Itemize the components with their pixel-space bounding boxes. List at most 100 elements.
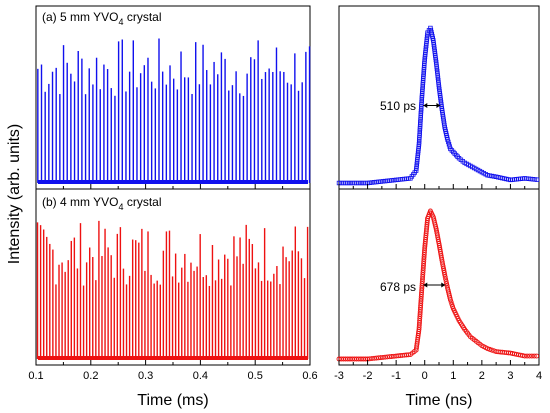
x-axis-label-left: Time (ms) — [137, 392, 208, 409]
pulse-b-marker — [447, 295, 453, 301]
pulse-b-marker — [524, 353, 530, 359]
pulse-a-marker — [419, 102, 424, 107]
pulse-a-marker — [419, 99, 424, 105]
pulse-a-marker — [417, 126, 423, 131]
pulse-a-marker — [446, 139, 451, 145]
pulse-b-marker — [449, 301, 455, 307]
pulse-b-marker — [420, 274, 426, 280]
panel-a-title-main: (a) 5 mm YVO — [42, 10, 118, 24]
x-tick-label: 0 — [422, 370, 428, 382]
panel-a-title-sub: 4 — [118, 17, 123, 27]
fwhm-arrowhead-right — [436, 103, 441, 108]
pulse-b-marker — [489, 347, 495, 353]
pulse-b-marker — [420, 272, 426, 278]
pulse-b-marker — [420, 265, 426, 271]
pulse-a-marker — [418, 113, 423, 118]
x-tick-label: -3 — [334, 370, 344, 382]
pulse-a-marker — [435, 73, 440, 78]
panel-b-title-main: (b) 4 mm YVO — [42, 195, 118, 209]
pulse-a-marker — [417, 133, 422, 138]
pulse-a-marker — [434, 66, 440, 72]
pulse-b-series — [336, 208, 540, 362]
x-tick-label: 0.3 — [138, 370, 153, 382]
pulse-a-marker — [436, 82, 441, 87]
pulse-a-marker — [419, 97, 424, 103]
pulse-a-marker — [434, 64, 439, 69]
pulse-b-marker — [450, 304, 456, 309]
panel-a-train: (a) 5 mm YVO4 crystal — [35, 5, 311, 190]
pulse-a-marker — [436, 80, 441, 85]
y-axis-label: Intensity (arb. units) — [6, 124, 23, 265]
pulse-b-marker — [522, 353, 528, 359]
pulse-b-marker — [421, 258, 427, 264]
x-tick-label: -1 — [391, 370, 401, 382]
panel-b-train: 0.1 0.2 0.3 0.4 0.5 0.6 (b) 4 mm YVO4 crystal… — [28, 188, 318, 409]
pulse-b-marker — [487, 346, 493, 352]
pulse-b-marker — [420, 263, 426, 269]
fwhm-arrowhead-right — [441, 282, 446, 288]
pulse-b-marker — [421, 254, 427, 260]
pulse-a-marker — [418, 111, 424, 116]
pulse-b-marker — [419, 283, 425, 289]
pulse-b-marker — [529, 353, 535, 359]
pulse-b-marker — [419, 281, 425, 286]
panel-b-title: (b) 4 mm YVO4 crystal — [42, 195, 162, 212]
pulse-b-marker — [419, 285, 425, 291]
pulse-b-marker — [531, 353, 537, 359]
pulse-a-marker — [434, 62, 439, 67]
pulse-a-marker — [534, 177, 540, 182]
pulse-a-marker — [416, 139, 422, 145]
pulse-b-marker — [448, 299, 454, 305]
fwhm-arrowhead-left — [423, 282, 428, 288]
x-tick-label: 1 — [450, 370, 456, 382]
pulse-a-marker — [417, 124, 423, 129]
pulse-a-marker — [418, 117, 423, 123]
panel-b-title-end: crystal — [123, 195, 161, 209]
panel-a-title-end: crystal — [123, 10, 161, 24]
pulse-a-marker — [435, 71, 440, 76]
pulse-a-marker — [435, 75, 441, 81]
train-b-series — [36, 220, 309, 360]
pulse-a-marker — [446, 142, 452, 147]
pulse-a-marker — [436, 77, 441, 83]
pulse-a-marker — [419, 104, 424, 109]
pulse-a-series — [336, 25, 540, 186]
pulse-a-marker — [418, 122, 423, 127]
pulse-b-marker — [534, 353, 540, 359]
x-tick-label: 0.4 — [193, 370, 208, 382]
pulse-a-marker — [417, 137, 422, 143]
panel-a-title: (a) 5 mm YVO4 crystal — [42, 10, 162, 27]
pulse-a-marker — [433, 59, 439, 65]
pulse-b-marker — [421, 249, 427, 255]
pulse-b-marker — [420, 276, 425, 282]
pulse-a-marker — [418, 108, 424, 114]
train-a-series — [37, 38, 311, 184]
x-tick-label: 2 — [479, 370, 485, 382]
pulse-b-marker — [527, 353, 532, 359]
pulse-b-marker — [444, 281, 450, 286]
x-tick-label: 0.6 — [302, 370, 317, 382]
pulse-b-marker — [442, 274, 448, 280]
pulse-b-marker — [421, 256, 427, 262]
pulse-b-marker — [485, 346, 491, 352]
x-tick-label: 0.2 — [83, 370, 98, 382]
x-axis-label-right: Time (ns) — [406, 392, 473, 409]
x-tick-label: 4 — [536, 370, 542, 382]
pulse-b-marker — [421, 261, 427, 266]
pulse-b-marker — [442, 272, 448, 278]
pulse-b-marker — [520, 353, 526, 359]
pulse-a-marker — [434, 68, 440, 74]
pulse-a-marker — [417, 128, 423, 134]
pulse-a-annotation: 510 ps — [380, 99, 416, 113]
pulse-b-marker — [443, 276, 449, 282]
pulse-a-marker — [416, 142, 422, 147]
pulse-a-marker — [445, 137, 450, 142]
pulse-b-marker — [441, 270, 447, 275]
x-tick-label: 0.5 — [248, 370, 263, 382]
panel-b-pulse: -3 -2 -1 0 1 2 3 4 678 ps Time (ns) — [334, 188, 542, 409]
pulse-a-marker — [417, 130, 422, 136]
panel-b-title-sub: 4 — [118, 202, 123, 212]
x-tick-label: 3 — [507, 370, 513, 382]
pulse-b-marker — [420, 269, 426, 275]
